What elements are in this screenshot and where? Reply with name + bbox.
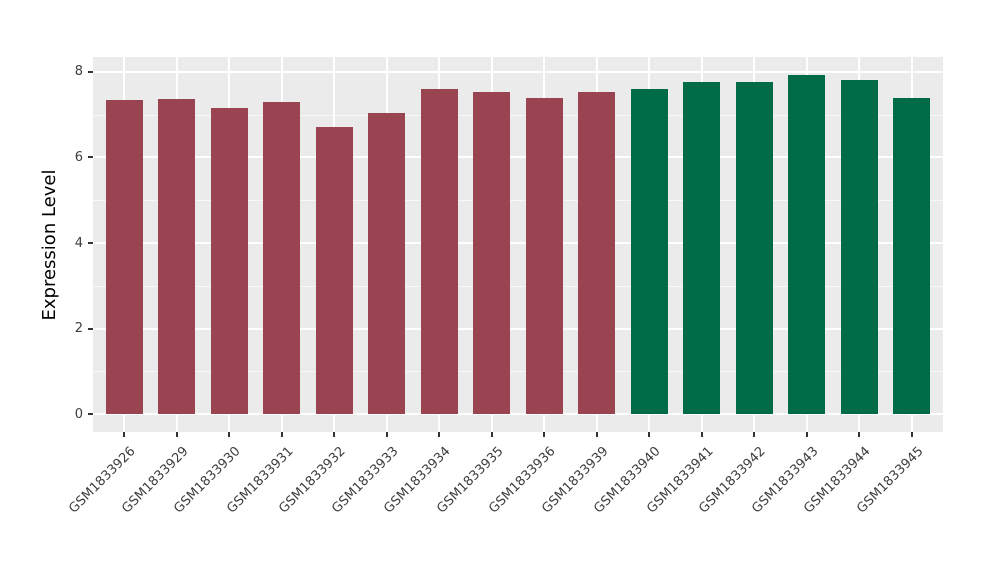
y-tick-label-6: 6 [74, 149, 83, 165]
bar-GSM1833926 [105, 99, 143, 415]
gridline-major-y-4 [93, 242, 943, 244]
bar-GSM1833943 [788, 74, 826, 415]
bar-GSM1833940 [630, 89, 668, 415]
y-tick-label-2: 2 [74, 321, 83, 337]
gridline-minor-y-5 [93, 200, 943, 202]
x-tick-GSM1833935 [490, 432, 493, 437]
x-tick-GSM1833942 [753, 432, 756, 437]
gridline-minor-y-3 [93, 285, 943, 287]
gridline-major-y-2 [93, 327, 943, 330]
bar-GSM1833936 [525, 97, 563, 415]
y-tick-label-4: 4 [74, 235, 83, 251]
x-tick-GSM1833930 [228, 432, 231, 437]
plot-panel [93, 57, 943, 432]
bar-GSM1833935 [473, 92, 511, 415]
gridline-minor-y-1 [93, 371, 943, 373]
y-tick-4 [88, 242, 93, 244]
gridline-minor-y-7 [93, 114, 943, 116]
bar-GSM1833930 [210, 108, 248, 415]
x-tick-GSM1833926 [123, 432, 126, 437]
bar-GSM1833933 [368, 113, 406, 415]
bar-GSM1833941 [683, 82, 721, 415]
y-tick-6 [88, 156, 93, 159]
y-tick-label-8: 8 [74, 64, 83, 80]
x-tick-GSM1833944 [858, 432, 861, 437]
x-tick-GSM1833932 [333, 432, 336, 437]
bar-GSM1833939 [578, 92, 616, 415]
x-tick-GSM1833936 [543, 432, 546, 437]
x-tick-GSM1833939 [595, 432, 598, 437]
x-tick-GSM1833941 [700, 432, 703, 437]
x-tick-GSM1833931 [280, 432, 283, 437]
x-tick-GSM1833940 [648, 432, 651, 437]
gridline-major-y-0 [93, 413, 943, 416]
x-tick-GSM1833943 [805, 432, 808, 437]
bar-GSM1833945 [893, 98, 931, 415]
bar-GSM1833931 [263, 101, 301, 415]
bar-GSM1833932 [315, 126, 353, 415]
bar-GSM1833942 [735, 82, 773, 415]
gridline-major-y-6 [93, 156, 943, 159]
x-tick-GSM1833933 [385, 432, 388, 437]
y-tick-label-0: 0 [74, 406, 83, 422]
x-tick-GSM1833945 [910, 432, 913, 437]
x-tick-GSM1833934 [438, 432, 441, 437]
gridline-major-y-8 [93, 70, 943, 73]
x-tick-GSM1833929 [175, 432, 178, 437]
y-tick-8 [88, 70, 93, 73]
bar-GSM1833934 [420, 88, 458, 415]
y-tick-0 [88, 413, 93, 416]
bar-GSM1833944 [840, 80, 878, 415]
y-tick-2 [88, 327, 93, 330]
bar-GSM1833929 [158, 99, 196, 415]
